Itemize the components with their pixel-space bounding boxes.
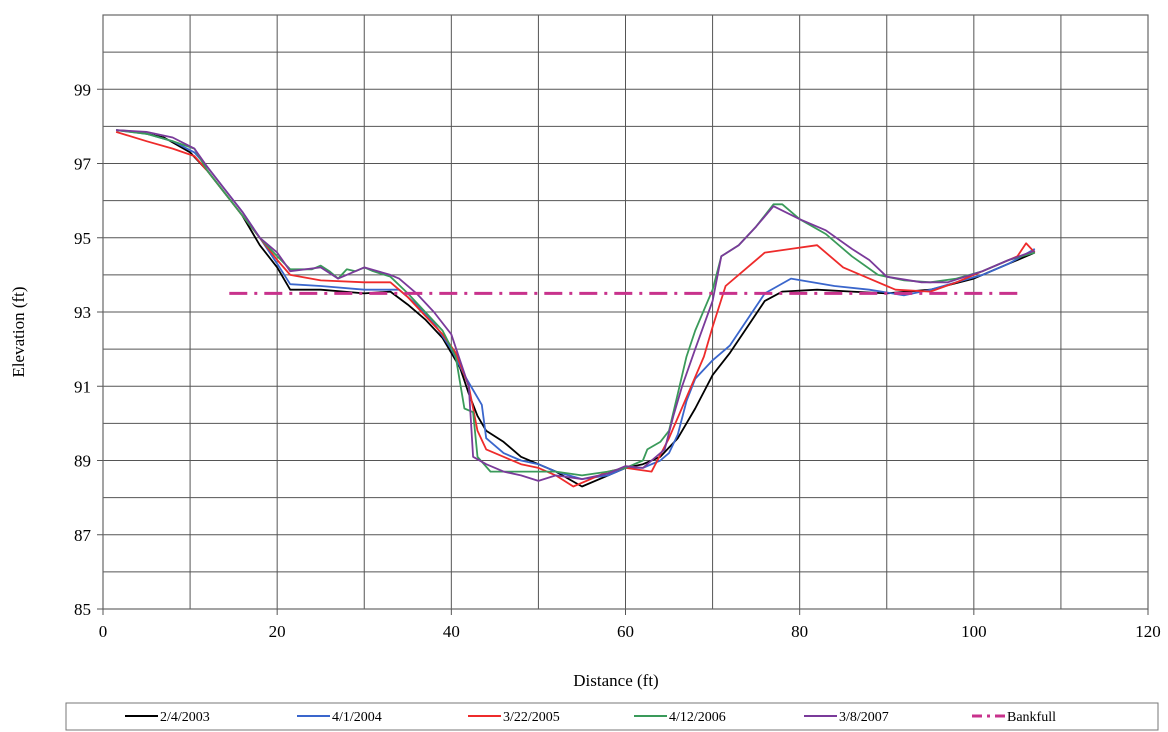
x-tick-label: 40 (443, 622, 460, 641)
x-tick-label: 0 (99, 622, 108, 641)
x-tick-label: 80 (791, 622, 808, 641)
legend-label: 4/1/2004 (332, 710, 382, 725)
y-axis-ticks: 85 87 89 91 93 95 97 99 (74, 80, 103, 619)
gridlines (103, 15, 1148, 609)
y-axis-label: Elevation (ft) (9, 286, 28, 377)
series-lines (115, 129, 1036, 488)
y-tick-label: 91 (74, 377, 91, 396)
series-line-4-1-2004 (115, 129, 1036, 480)
legend-box (65, 702, 1159, 731)
y-tick-label: 99 (74, 80, 91, 99)
x-tick-label: 60 (617, 622, 634, 641)
x-axis-label: Distance (ft) (573, 671, 658, 690)
x-tick-label: 100 (961, 622, 987, 641)
legend-label: 4/12/2006 (669, 710, 726, 725)
legend-label: 3/8/2007 (839, 710, 889, 725)
x-tick-label: 120 (1135, 622, 1161, 641)
legend: 2/4/2003 4/1/2004 3/22/2005 4/12/2006 3/8/20… (125, 710, 1056, 725)
y-tick-label: 87 (74, 526, 92, 545)
series-line-2-4-2003 (116, 129, 1036, 488)
series-line-3-8-2007 (116, 129, 1036, 482)
legend-label: 2/4/2003 (160, 710, 210, 725)
x-tick-label: 20 (269, 622, 286, 641)
y-tick-label: 97 (74, 155, 92, 174)
y-tick-label: 89 (74, 452, 91, 471)
legend-label: Bankfull (1007, 710, 1056, 725)
legend-label: 3/22/2005 (503, 710, 560, 725)
y-tick-label: 85 (74, 600, 91, 619)
y-tick-label: 95 (74, 229, 91, 248)
y-tick-label: 93 (74, 303, 91, 322)
x-axis-ticks: 0 20 40 60 80 100 120 (99, 609, 1161, 641)
